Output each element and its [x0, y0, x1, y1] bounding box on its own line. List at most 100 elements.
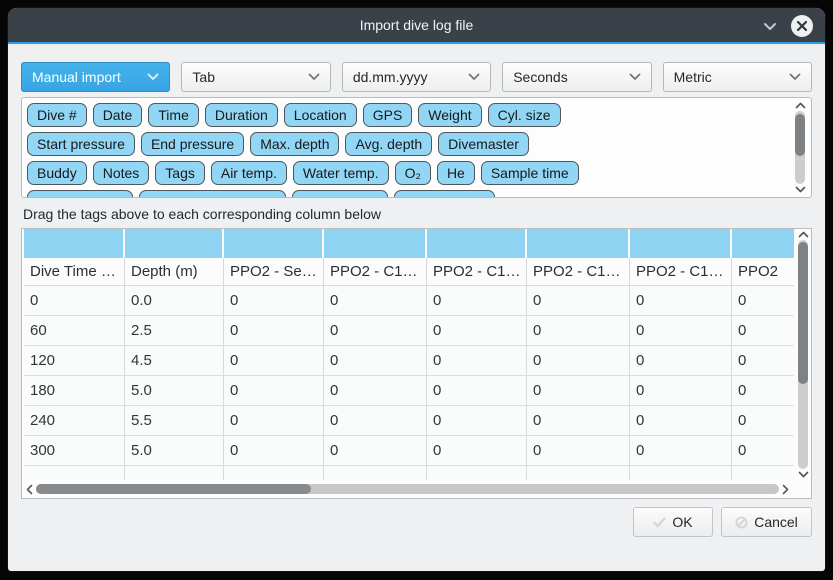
table-cell: 120	[24, 346, 125, 376]
column-drop-target[interactable]	[527, 229, 630, 258]
tag[interactable]: Sample time	[480, 161, 579, 185]
tag[interactable]: End pressure	[140, 132, 245, 156]
tag[interactable]: He	[436, 161, 475, 185]
close-button[interactable]	[791, 15, 813, 37]
tag[interactable]: Water temp.	[292, 161, 389, 185]
window-title: Import dive log file	[359, 17, 474, 33]
table-cell: 0	[427, 316, 527, 346]
table-vertical-scrollbar[interactable]	[796, 230, 810, 479]
shade-chevron-down-icon[interactable]	[763, 22, 777, 31]
column-drop-target[interactable]	[125, 229, 224, 258]
scroll-up-icon[interactable]	[795, 101, 806, 110]
tag[interactable]: Time	[148, 103, 199, 127]
table-cell: 0	[224, 406, 324, 436]
tag[interactable]: Weight	[418, 103, 482, 127]
table-cell: 2.5	[125, 316, 224, 346]
chevron-down-icon	[468, 73, 480, 81]
tag[interactable]: Divemaster	[438, 132, 529, 156]
scroll-down-icon[interactable]	[795, 185, 806, 194]
scroll-left-icon[interactable]	[26, 484, 33, 495]
titlebar-controls	[763, 8, 813, 44]
tag[interactable]: GPS	[362, 103, 413, 127]
tag[interactable]: Cyl. size	[487, 103, 561, 127]
table-cell: 0	[732, 376, 794, 406]
column-header: Dive Time …	[24, 258, 125, 286]
column-header: PPO2 - C1…	[324, 258, 427, 286]
table-row: 120 4.5 0 0 0 0 0 0	[24, 346, 794, 376]
chevron-down-icon	[789, 73, 801, 81]
import-mode-value: Manual import	[32, 69, 121, 85]
column-drop-target[interactable]	[224, 229, 324, 258]
units-select[interactable]: Metric	[662, 62, 813, 92]
scrollbar-track[interactable]	[798, 240, 808, 469]
tag[interactable]: Dive #	[27, 103, 87, 127]
table-cell: 300	[24, 436, 125, 466]
scroll-right-icon[interactable]	[782, 484, 789, 495]
tag[interactable]: Avg. depth	[345, 132, 433, 156]
table-row: 60 2.5 0 0 0 0 0 0	[24, 316, 794, 346]
tag[interactable]: Sample pO₂	[292, 190, 388, 197]
tag-row: Dive # Date Time Duration Location GPS Weight C…	[27, 103, 785, 127]
drag-instruction-label: Drag the tags above to each correspondin…	[23, 206, 381, 222]
tag[interactable]: Max. depth	[250, 132, 340, 156]
tag[interactable]: Sample depth	[27, 190, 134, 197]
chevron-down-icon	[147, 73, 159, 81]
table-cell	[24, 466, 125, 480]
import-dialog-window: Import dive log file Manual import Tab d…	[8, 8, 825, 571]
column-drop-target[interactable]	[324, 229, 427, 258]
date-format-select[interactable]: dd.mm.yyyy	[341, 62, 492, 92]
column-drop-target[interactable]	[732, 229, 794, 258]
scroll-down-icon[interactable]	[798, 470, 809, 479]
tag-panel-scrollbar[interactable]	[793, 101, 807, 194]
import-options-row: Manual import Tab dd.mm.yyyy Seconds Met…	[21, 62, 813, 92]
cancel-button[interactable]: Cancel	[721, 507, 812, 537]
scrollbar-thumb[interactable]	[798, 242, 808, 385]
table-cell: 0	[224, 286, 324, 316]
ok-button[interactable]: OK	[633, 507, 713, 537]
scrollbar-track[interactable]	[36, 484, 779, 494]
table-cell: 0	[324, 406, 427, 436]
tag[interactable]: O₂	[394, 161, 431, 185]
tag[interactable]: Date	[92, 103, 143, 127]
table-cell: 0	[224, 436, 324, 466]
csv-preview-table: Dive Time … Depth (m) PPO2 - Se… PPO2 - C1……	[21, 228, 812, 499]
column-drop-target[interactable]	[427, 229, 527, 258]
table-cell: 4.5	[125, 346, 224, 376]
table-cell: 0	[427, 436, 527, 466]
duration-format-select[interactable]: Seconds	[502, 62, 652, 92]
tag-row: Start pressure End pressure Max. depth Avg.…	[27, 132, 785, 156]
chevron-down-icon	[308, 73, 320, 81]
table-cell	[224, 466, 324, 480]
tag[interactable]: Buddy	[27, 161, 87, 185]
table-cell: 180	[24, 376, 125, 406]
tag[interactable]: Notes	[92, 161, 150, 185]
tag-list: Dive # Date Time Duration Location GPS Weight C…	[27, 103, 785, 197]
tag[interactable]: Duration	[204, 103, 278, 127]
table-cell: 0	[427, 346, 527, 376]
table-cell: 0	[732, 286, 794, 316]
cancel-button-label: Cancel	[754, 514, 798, 530]
drop-target-row	[24, 229, 794, 258]
table-cell: 5.0	[125, 436, 224, 466]
tag[interactable]: Tags	[155, 161, 205, 185]
import-mode-select[interactable]: Manual import	[21, 62, 171, 92]
table-cell: 0	[427, 376, 527, 406]
tag[interactable]: Air temp.	[210, 161, 287, 185]
tag-row: Buddy Notes Tags Air temp. Water temp. O₂ He Sa…	[27, 161, 785, 185]
column-drop-target[interactable]	[630, 229, 732, 258]
table-row: 300 5.0 0 0 0 0 0 0	[24, 436, 794, 466]
scrollbar-thumb[interactable]	[795, 113, 805, 157]
field-separator-select[interactable]: Tab	[181, 62, 331, 92]
tag[interactable]: Location	[283, 103, 357, 127]
table-header-row: Dive Time … Depth (m) PPO2 - Se… PPO2 - C1……	[24, 258, 794, 286]
column-drop-target[interactable]	[24, 229, 125, 258]
tag[interactable]: Sample CNS	[393, 190, 495, 197]
tag[interactable]: Start pressure	[27, 132, 135, 156]
scroll-up-icon[interactable]	[798, 230, 809, 239]
table-cell: 0	[224, 346, 324, 376]
column-header: PPO2	[732, 258, 794, 286]
tag[interactable]: Sample temperature	[139, 190, 287, 197]
table-horizontal-scrollbar[interactable]	[26, 482, 789, 496]
scrollbar-thumb[interactable]	[36, 484, 311, 494]
scrollbar-track[interactable]	[795, 111, 805, 184]
